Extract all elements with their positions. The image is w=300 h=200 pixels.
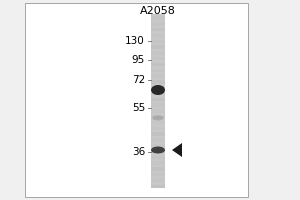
Bar <box>151 51 165 55</box>
Bar <box>151 138 165 142</box>
Bar <box>151 179 165 182</box>
Bar <box>151 63 165 66</box>
Bar <box>151 109 165 113</box>
Bar <box>151 132 165 136</box>
Bar <box>151 28 165 31</box>
Bar <box>151 40 165 43</box>
Bar <box>151 34 165 37</box>
Bar <box>151 22 165 26</box>
Bar <box>151 86 165 89</box>
Bar <box>151 121 165 124</box>
Bar <box>151 98 165 101</box>
Bar <box>151 127 165 130</box>
Text: 95: 95 <box>132 55 145 65</box>
Bar <box>151 144 165 147</box>
Text: 55: 55 <box>132 103 145 113</box>
Bar <box>151 69 165 72</box>
Bar <box>151 161 165 165</box>
Bar <box>151 74 165 78</box>
Ellipse shape <box>151 146 165 154</box>
Bar <box>151 80 165 84</box>
Bar <box>151 57 165 60</box>
Bar <box>151 115 165 118</box>
Bar <box>151 16 165 20</box>
Bar <box>151 14 165 188</box>
Bar <box>151 150 165 153</box>
Bar <box>151 156 165 159</box>
Bar <box>25 3 248 197</box>
Polygon shape <box>172 143 182 157</box>
Bar <box>151 167 165 171</box>
Text: 36: 36 <box>132 147 145 157</box>
Bar <box>151 103 165 107</box>
Bar <box>151 45 165 49</box>
Text: A2058: A2058 <box>140 6 176 16</box>
Text: 130: 130 <box>125 36 145 46</box>
Bar <box>151 173 165 176</box>
Text: 72: 72 <box>132 75 145 85</box>
Ellipse shape <box>151 85 165 95</box>
Ellipse shape <box>152 116 164 120</box>
Bar <box>151 92 165 95</box>
Bar <box>151 185 165 188</box>
